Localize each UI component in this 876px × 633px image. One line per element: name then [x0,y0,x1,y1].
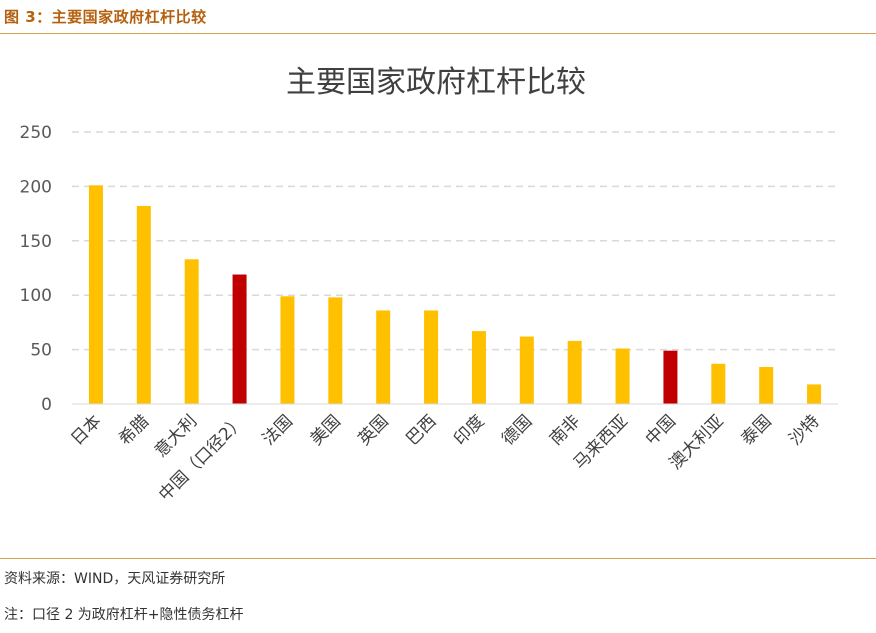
source-note: 资料来源：WIND，天风证券研究所 [4,571,226,587]
bar [136,205,151,404]
bar [807,384,822,404]
bar [759,367,774,404]
bar [567,340,582,404]
x-tick-label: 南非 [546,411,584,449]
bar [280,296,295,404]
bar [88,185,103,404]
bar [184,259,199,404]
bar [615,348,630,404]
x-tick-label: 德国 [498,411,536,449]
x-tick-label: 巴西 [402,411,440,449]
x-tick-label: 希腊 [115,411,153,449]
x-tick-label: 日本 [67,411,105,449]
bar [328,297,343,404]
x-tick-label: 法国 [259,411,297,449]
x-tick-label: 沙特 [785,411,823,449]
bar [424,310,439,404]
bar [376,310,391,404]
chart-container: 主要国家政府杠杆比较 0 50 100 150 200 250 日本 希腊 意大利 中国（口径2… [0,40,876,552]
bar [663,350,678,404]
y-tick-label: 50 [30,341,52,361]
y-tick-label: 200 [20,177,52,197]
bar [519,336,534,404]
y-tick-label: 150 [20,232,52,252]
x-tick-label: 中国（口径2） [155,411,249,505]
bar [232,274,247,404]
x-tick-label: 印度 [450,411,488,449]
y-tick-label: 250 [20,123,52,143]
y-tick-label: 100 [20,286,52,306]
y-tick-label: 0 [41,395,52,415]
figure-divider [0,558,876,559]
footnote: 注：口径 2 为政府杠杆+隐性债务杠杆 [4,607,244,623]
chart-title: 主要国家政府杠杆比较 [286,65,586,100]
bars [88,185,822,404]
y-axis-tick-labels: 0 50 100 150 200 250 [20,123,52,415]
x-tick-label: 中国 [642,411,680,449]
bar [471,331,486,404]
x-tick-label: 泰国 [738,411,776,449]
x-tick-label: 英国 [355,411,393,449]
figure-header: 图 3：主要国家政府杠杆比较 [0,0,876,34]
x-tick-label: 美国 [307,411,345,449]
bar [711,363,726,404]
figure-caption: 图 3：主要国家政府杠杆比较 [4,8,207,26]
gridlines [72,131,838,351]
